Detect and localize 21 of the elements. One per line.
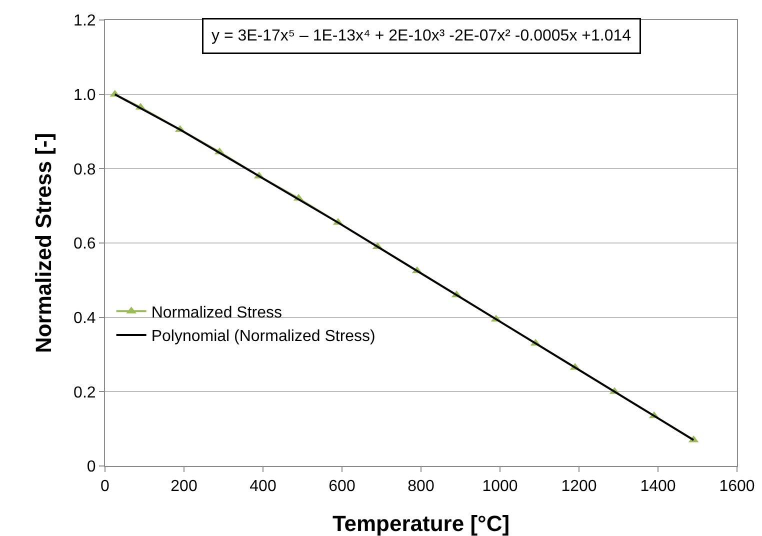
y-tick-label: 0.8 xyxy=(74,161,96,178)
x-tick-label: 0 xyxy=(100,478,110,496)
y-tick-label: 0.2 xyxy=(74,384,96,402)
y-tick-label: 1.0 xyxy=(74,86,96,104)
x-tick-label: 1000 xyxy=(482,478,518,496)
legend-label: Polynomial (Normalized Stress) xyxy=(151,328,376,346)
x-tick-label: 400 xyxy=(250,478,276,496)
x-tick-label: 600 xyxy=(328,478,356,496)
y-axis-title: Normalized Stress [-] xyxy=(31,132,56,354)
y-tick-label: 0.4 xyxy=(74,310,96,327)
x-axis-title: Temperature [°C] xyxy=(332,511,510,536)
y-tick-label: 0.6 xyxy=(74,236,96,253)
x-tick-label: 200 xyxy=(170,478,198,496)
x-tick-label: 800 xyxy=(408,478,434,496)
x-tick-label: 1600 xyxy=(719,478,755,496)
legend-label: Normalized Stress xyxy=(151,304,282,322)
annotation: y = 3E-17x⁵ – 1E-13x⁴ + 2E-10x³ -2E-07x² -0.0005x +1.014 xyxy=(212,28,632,44)
x-tick-label: 1400 xyxy=(640,478,676,496)
y-tick-label: 0 xyxy=(86,458,96,476)
x-tick-label: 1200 xyxy=(561,478,597,496)
y-tick-label: 1.2 xyxy=(74,12,96,30)
